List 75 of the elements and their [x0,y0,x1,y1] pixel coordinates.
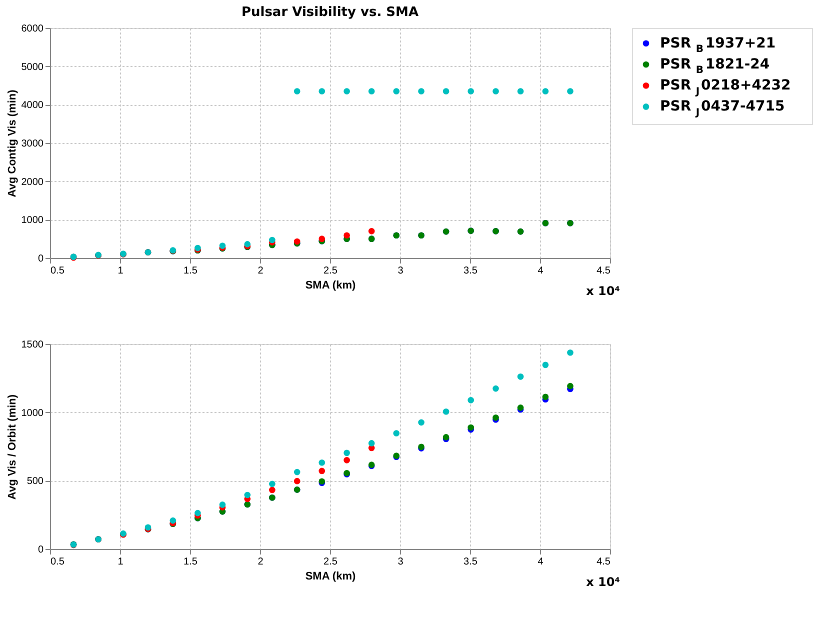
point [418,88,424,94]
x-tick-label: 2 [258,556,264,568]
y-axis-title: Avg Contig Vis (min) [6,89,18,198]
point [318,236,326,242]
point [294,478,300,484]
x-tick-label: 0.5 [50,556,65,568]
point [194,510,201,516]
point [492,385,499,392]
x-tick-label: 4 [538,266,544,276]
point [442,88,450,94]
point [393,88,400,94]
y-tick-label: 1000 [21,408,44,419]
y-tick-label: 1000 [21,215,44,226]
point [318,459,326,466]
point [393,430,400,436]
point [269,236,276,244]
point [170,517,176,524]
y-tick-label: 4000 [21,100,44,112]
point [244,492,251,498]
x-tick-label: 4.5 [596,556,611,568]
point [567,349,574,356]
x-tick-label: 3 [398,556,404,568]
point [318,468,326,474]
y-axis-title: Avg Vis / Orbit (min) [6,394,18,500]
point [344,450,350,456]
x-tick-label: 2.5 [324,556,338,568]
x-tick-label: 0.5 [50,266,65,276]
x-tick-label: 3.5 [464,266,478,276]
point [517,374,524,380]
text: x 10⁴ [586,284,620,298]
x-axis-title: SMA (km) [305,570,356,582]
point [418,419,424,426]
point [442,408,450,415]
y-tick-label: 5000 [21,62,44,73]
point [269,480,276,488]
y-tick-label: 0 [38,544,44,556]
x-tick-label: 2.5 [324,266,338,276]
y-tick-label: 500 [26,476,44,488]
x-tick-label: 3 [398,266,404,276]
point [219,502,226,508]
point [517,88,524,94]
point [468,397,474,404]
y-tick-label: 3000 [21,138,44,150]
x-tick-label: 1.5 [184,266,198,276]
point [368,228,375,234]
point [567,382,574,390]
point [468,88,474,94]
point [294,88,300,94]
y-tick-label: 2000 [21,176,44,188]
y-tick-label: 6000 [21,24,44,34]
point [542,88,549,94]
text: x 10⁴ [586,575,620,589]
point [542,362,549,368]
point [492,88,499,94]
x-tick-label: 4 [538,556,544,568]
point [344,88,350,94]
x-axis-title: SMA (km) [305,280,356,292]
point [269,486,276,494]
point [567,88,574,94]
point [294,468,300,476]
point [318,88,326,94]
y-tick-label: 1500 [21,340,44,350]
x-tick-label: 1 [118,556,124,568]
point [344,232,350,239]
x-tick-label: 2 [258,266,264,276]
point [344,457,350,464]
y-tick-label: 0 [38,254,44,264]
chart-title: Pulsar Visibility vs. SMA [241,5,419,20]
x-tick-label: 1.5 [184,556,198,568]
point [542,394,549,400]
x-tick-label: 4.5 [596,266,611,276]
point [368,440,375,446]
point [368,88,375,94]
x-tick-label: 3.5 [464,556,478,568]
x-tick-label: 1 [118,266,124,276]
